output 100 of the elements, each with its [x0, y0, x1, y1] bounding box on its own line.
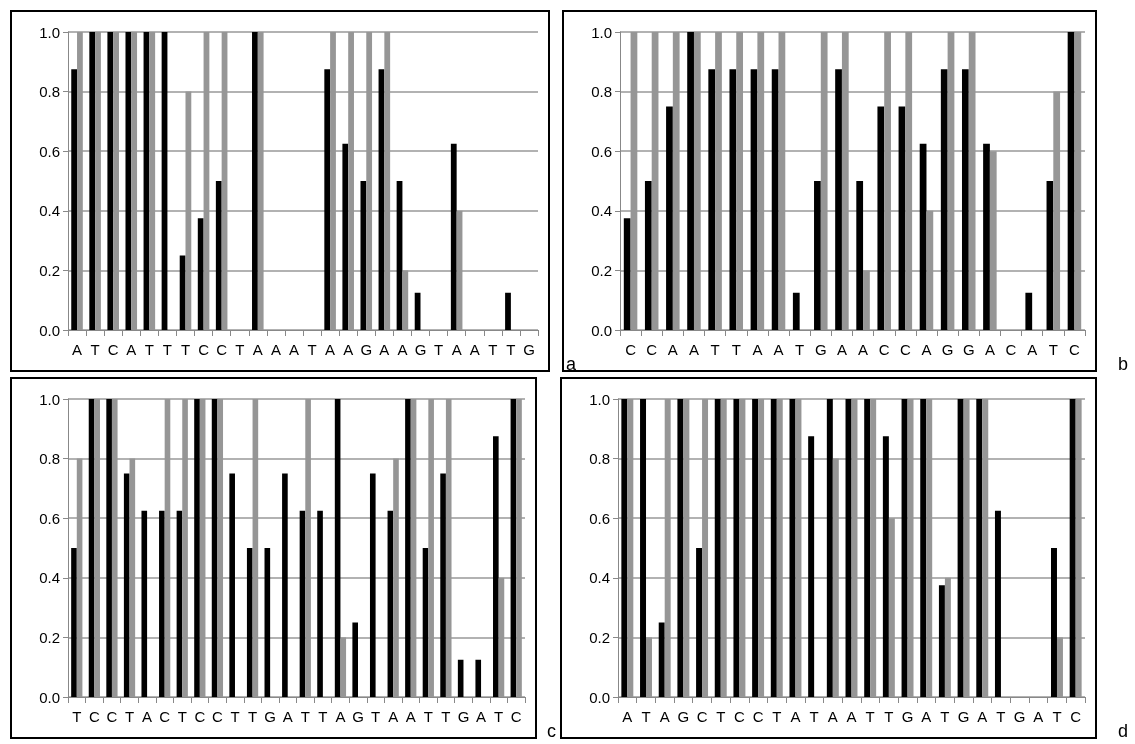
x-tick-label: T — [488, 341, 498, 358]
x-tick-label: C — [625, 341, 637, 358]
x-tick-label: T — [809, 708, 819, 725]
x-tick-label: T — [433, 341, 444, 358]
bar — [770, 399, 777, 697]
x-tick-label: G — [264, 708, 276, 725]
x-tick-label: G — [414, 341, 427, 358]
x-tick-label: A — [790, 708, 801, 725]
bar — [658, 622, 665, 697]
bar — [714, 399, 721, 697]
bar — [475, 659, 482, 697]
bar — [141, 510, 148, 697]
bar — [983, 143, 990, 330]
x-tick-label: T — [641, 708, 651, 725]
bar — [324, 69, 331, 330]
x-tick-label: T — [884, 708, 894, 725]
bar — [792, 292, 800, 330]
x-tick-label: T — [124, 708, 135, 725]
x-tick-label: G — [962, 341, 975, 358]
bar — [505, 292, 511, 330]
y-tick-label: 0.2 — [591, 261, 612, 279]
x-tick-label: C — [646, 341, 658, 358]
x-tick-label: A — [405, 708, 416, 725]
x-tick-label: C — [696, 708, 708, 725]
bar — [493, 436, 499, 697]
y-tick-label: 0.4 — [591, 202, 612, 220]
text: a — [565, 354, 577, 374]
x-tick-label: A — [451, 341, 462, 358]
x-tick-label: C — [194, 708, 206, 725]
bar — [229, 473, 235, 697]
bar — [696, 548, 703, 697]
bar — [845, 399, 852, 697]
x-tick-label: T — [441, 708, 451, 725]
y-tick-label: 0.0 — [591, 321, 612, 339]
x-tick-label: T — [177, 708, 187, 725]
x-tick-label: T — [371, 708, 381, 725]
x-tick-label: A — [72, 341, 83, 358]
y-tick-label: 0.8 — [39, 83, 60, 101]
bar — [677, 399, 684, 697]
x-tick-label: T — [235, 341, 245, 358]
bar — [808, 436, 815, 697]
bar — [369, 473, 376, 697]
bar — [733, 399, 740, 697]
y-tick-label: 0.2 — [39, 261, 60, 279]
x-tick-label: A — [827, 708, 838, 725]
x-tick-label: G — [352, 708, 364, 725]
x-tick-label: A — [984, 341, 995, 358]
x-tick-label: T — [230, 708, 240, 725]
bar — [360, 181, 367, 330]
x-tick-label: A — [921, 341, 932, 358]
text: d — [1117, 721, 1128, 741]
bar — [957, 399, 964, 697]
x-tick-label: C — [106, 708, 118, 725]
bar — [1025, 292, 1033, 330]
y-tick-label: 0.6 — [589, 509, 610, 527]
x-tick-label: A — [622, 708, 633, 725]
y-tick-label: 0.4 — [589, 569, 610, 587]
y-tick-label: 0.6 — [591, 142, 612, 160]
bar — [644, 181, 652, 330]
x-tick-label: C — [198, 341, 210, 358]
bar — [826, 399, 833, 697]
bar — [282, 473, 288, 697]
x-tick-label: A — [343, 341, 354, 358]
x-tick-label: C — [211, 708, 223, 725]
bar — [976, 399, 983, 697]
x-tick-label: C — [734, 708, 745, 725]
y-tick-label: 0.8 — [39, 450, 60, 468]
bar — [666, 106, 673, 330]
y-tick-label: 0.4 — [39, 202, 60, 220]
x-tick-label: A — [476, 708, 487, 725]
x-tick-label: A — [379, 341, 390, 358]
x-tick-label: C — [1069, 341, 1081, 358]
bar — [89, 32, 96, 330]
bar — [708, 69, 716, 330]
x-tick-label: T — [90, 341, 100, 358]
x-tick-label: G — [677, 708, 690, 725]
bar — [159, 510, 165, 697]
bar — [440, 473, 446, 697]
y-tick-label: 1.0 — [591, 23, 612, 41]
bar — [71, 548, 77, 697]
x-tick-label: T — [940, 708, 950, 725]
x-tick-label: A — [667, 341, 678, 358]
x-tick-label: T — [162, 341, 173, 358]
bar — [877, 106, 885, 330]
y-tick-label: 0.8 — [591, 83, 612, 101]
bar — [835, 69, 842, 330]
x-tick-label: T — [865, 708, 875, 725]
x-tick-label: T — [318, 708, 328, 725]
y-tick-label: 0.8 — [589, 450, 610, 468]
y-tick-label: 0.6 — [39, 142, 60, 160]
bar — [961, 69, 969, 330]
bar — [197, 218, 204, 330]
x-tick-label: T — [731, 341, 741, 358]
bar — [752, 399, 759, 697]
x-tick-label: C — [159, 708, 171, 725]
bar — [342, 143, 349, 330]
text: c — [547, 721, 556, 741]
x-tick-label: T — [247, 708, 258, 725]
bar — [687, 32, 694, 330]
x-tick-label: A — [288, 341, 299, 358]
